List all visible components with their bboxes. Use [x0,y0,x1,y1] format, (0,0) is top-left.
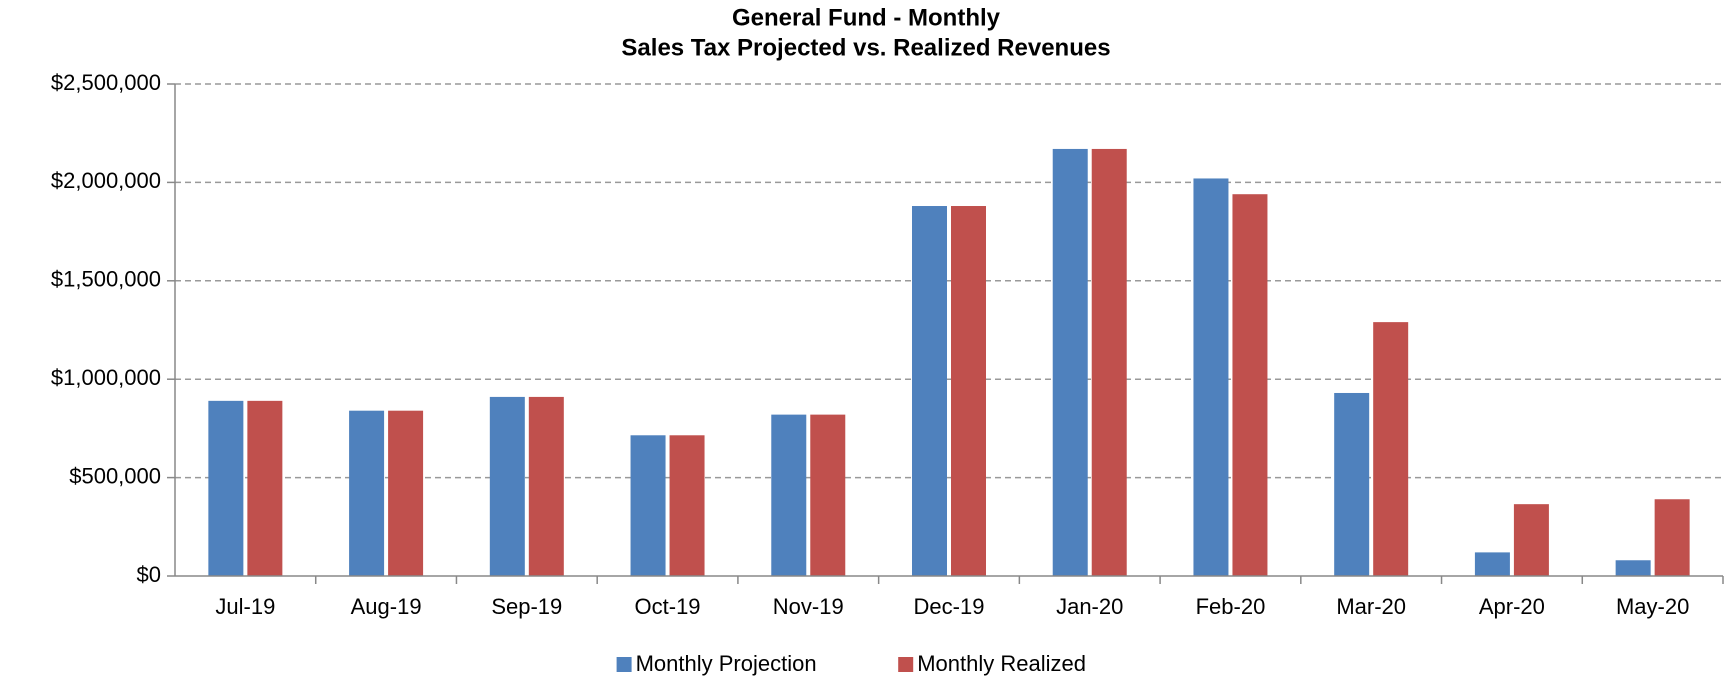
bar [1334,392,1370,576]
bar [912,206,947,577]
bar [388,410,424,576]
x-tick-label: May-20 [1616,594,1689,619]
chart-title: General Fund - Monthly [732,4,1001,31]
bar [1091,148,1127,576]
x-tick-label: Oct-19 [635,594,701,619]
bar [1615,560,1651,576]
bar [630,435,666,576]
x-tick-label: Mar-20 [1336,594,1406,619]
bar [349,410,385,576]
y-tick-label: $1,500,000 [51,267,161,292]
y-tick-label: $0 [137,562,161,587]
bar [1232,194,1268,576]
x-tick-label: Apr-20 [1479,594,1545,619]
y-tick-label: $2,500,000 [51,70,161,95]
bar [771,414,807,576]
bar [489,396,525,576]
x-tick-label: Jan-20 [1056,594,1123,619]
legend-swatch [898,657,914,672]
y-tick-label: $500,000 [69,463,161,488]
bar [1513,504,1549,576]
bar [1474,552,1510,576]
bar [1373,322,1409,576]
x-tick-label: Feb-20 [1196,594,1266,619]
x-tick-label: Sep-19 [491,594,562,619]
x-tick-label: Dec-19 [914,594,985,619]
bar [1654,499,1690,576]
bar [669,435,705,576]
legend-label: Monthly Projection [636,651,817,676]
bar [1052,148,1088,576]
legend-swatch [616,657,632,672]
bar [951,206,986,577]
y-tick-label: $1,000,000 [51,365,161,390]
bar [528,396,564,576]
chart-subtitle: Sales Tax Projected vs. Realized Revenue… [621,34,1110,61]
bar [208,400,244,576]
x-tick-label: Jul-19 [215,594,275,619]
x-tick-label: Nov-19 [773,594,844,619]
bar [810,414,846,576]
bar [1193,178,1229,577]
y-tick-label: $2,000,000 [51,168,161,193]
legend-label: Monthly Realized [917,651,1086,676]
x-tick-label: Aug-19 [351,594,422,619]
bar [247,400,283,576]
